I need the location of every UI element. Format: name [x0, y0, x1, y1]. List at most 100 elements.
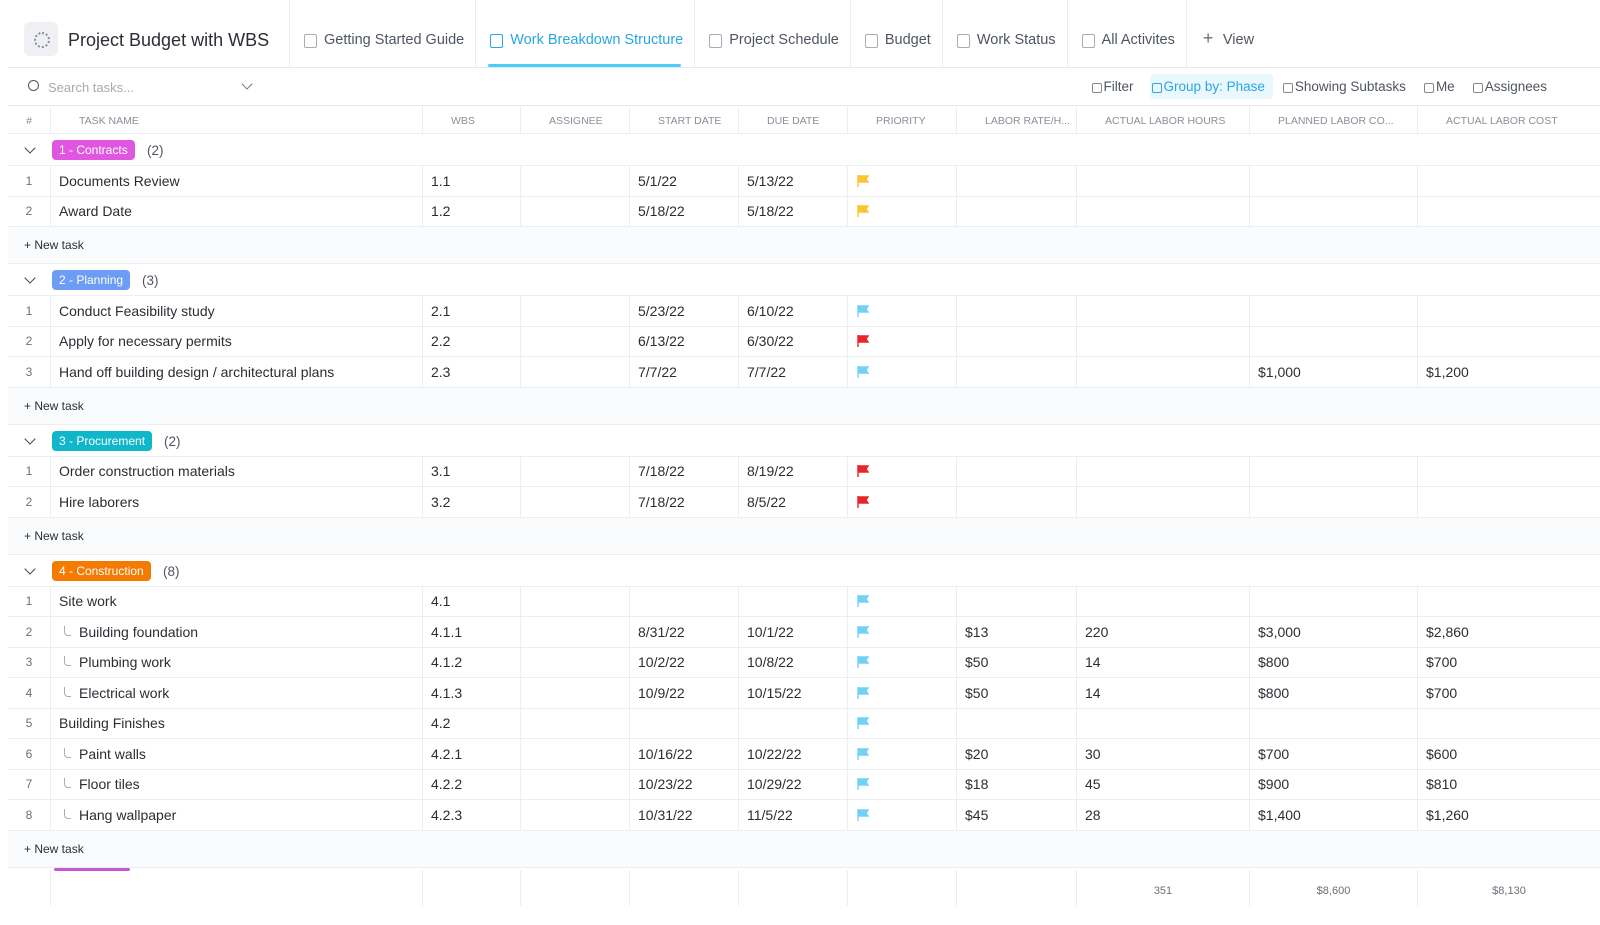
assignees-button[interactable]: Assignees: [1471, 74, 1555, 99]
priority-flag[interactable]: [856, 777, 870, 791]
space-icon[interactable]: [24, 22, 58, 56]
cell: $600: [1418, 739, 1600, 769]
task-name[interactable]: Hire laborers: [59, 493, 140, 510]
priority-flag[interactable]: [856, 594, 870, 608]
cell: $8,130: [1418, 870, 1600, 906]
task-name[interactable]: Building Finishes: [59, 715, 165, 732]
priority-flag[interactable]: [856, 304, 870, 318]
add-view-button[interactable]: View: [1185, 0, 1266, 67]
collapse-chevron[interactable]: [24, 272, 36, 284]
priority-flag[interactable]: [856, 686, 870, 700]
view-tab[interactable]: Getting Started Guide: [289, 0, 476, 67]
cell: [1250, 326, 1418, 356]
cell: 11/5/22: [739, 800, 848, 830]
new-task-button[interactable]: + New task: [8, 227, 1600, 264]
task-row[interactable]: 1 Order construction materials 3.1 7/18/22 8…: [8, 456, 1600, 487]
priority-flag[interactable]: [856, 808, 870, 822]
cell-text: 10/22/22: [747, 745, 802, 762]
task-name[interactable]: Floor tiles: [64, 776, 140, 792]
priority-flag[interactable]: [856, 365, 870, 379]
task-row[interactable]: 1 Conduct Feasibility study 2.1 5/23/22 6/10…: [8, 296, 1600, 327]
task-row[interactable]: 1 Site work 4.1: [8, 586, 1600, 617]
task-row[interactable]: 1 Documents Review 1.1 5/1/22 5/13/22: [8, 166, 1600, 197]
task-row[interactable]: 3 Hand off building design / architectura…: [8, 357, 1600, 388]
cell: 3: [8, 357, 51, 387]
cell-text: $600: [1426, 745, 1458, 762]
task-name[interactable]: Award Date: [59, 203, 132, 220]
collapse-chevron[interactable]: [24, 432, 36, 445]
priority-flag[interactable]: [856, 204, 870, 218]
cell: [521, 800, 630, 830]
search-input[interactable]: Search tasks...: [48, 80, 134, 95]
task-name[interactable]: Order construction materials: [59, 463, 235, 480]
cell: [1250, 166, 1418, 196]
cell-text: $900: [1258, 776, 1290, 793]
priority-flag[interactable]: [856, 464, 870, 478]
task-name[interactable]: Documents Review: [59, 172, 180, 189]
cell: 6/13/22: [630, 326, 739, 356]
priority-flag[interactable]: [856, 747, 870, 761]
task-row[interactable]: 7 Floor tiles 4.2.2 10/23/22 10/29/22 $18 45 $9…: [8, 769, 1600, 800]
new-task-button[interactable]: + New task: [8, 830, 1600, 868]
priority-flag[interactable]: [856, 495, 870, 509]
task-row[interactable]: 5 Building Finishes 4.2: [8, 708, 1600, 739]
priority-flag[interactable]: [856, 625, 870, 639]
filter-button[interactable]: Filter: [1090, 74, 1142, 99]
task-row[interactable]: 2 Apply for necessary permits 2.2 6/13/22 6/…: [8, 326, 1600, 357]
task-row[interactable]: 3 Plumbing work 4.1.2 10/2/22 10/8/22 $50 14 $8…: [8, 647, 1600, 678]
priority-flag[interactable]: [856, 655, 870, 669]
cell: 1: [8, 586, 51, 616]
task-row[interactable]: 4 Electrical work 4.1.3 10/9/22 10/15/22 $50 1…: [8, 678, 1600, 709]
cell: [1418, 327, 1600, 357]
cell-text: 10/29/22: [747, 776, 802, 793]
view-tab[interactable]: Project Schedule: [694, 0, 851, 67]
cell-text: 2: [25, 624, 33, 639]
header-row: # TASK NAME WBS ASSIGNEE START DATE DUE DATE P…: [8, 105, 1600, 134]
priority-flag[interactable]: [856, 174, 870, 188]
cell-text: 4.2.3: [431, 806, 463, 823]
group-header[interactable]: 1 - Contracts (2): [8, 134, 1600, 166]
task-row[interactable]: 2 Hire laborers 3.2 7/18/22 8/5/22: [8, 487, 1600, 518]
cell: [1250, 487, 1418, 517]
group-header[interactable]: 3 - Procurement (2): [8, 425, 1600, 457]
task-name[interactable]: Electrical work: [63, 685, 169, 701]
subtasks-button[interactable]: Showing Subtasks: [1281, 74, 1414, 99]
cell: $810: [1418, 770, 1600, 800]
task-name[interactable]: Hand off building design / architectural…: [59, 363, 335, 380]
task-name[interactable]: Hang wallpaper: [63, 807, 176, 823]
cell: 30: [1077, 739, 1250, 769]
cell: [630, 869, 739, 906]
task-name[interactable]: Paint walls: [64, 746, 146, 762]
me-button[interactable]: Me: [1422, 74, 1463, 99]
group-header[interactable]: 4 - Construction (8): [8, 555, 1600, 587]
view-tab[interactable]: All Activites: [1066, 0, 1187, 67]
search-dropdown[interactable]: [241, 78, 253, 90]
view-tab[interactable]: Work Status: [941, 0, 1068, 67]
priority-flag[interactable]: [856, 716, 870, 730]
collapse-chevron[interactable]: [24, 562, 36, 575]
group-header[interactable]: 2 - Planning (3): [8, 264, 1600, 296]
task-name[interactable]: Apply for necessary permits: [59, 333, 232, 350]
task-row[interactable]: 2 Award Date 1.2 5/18/22 5/18/22: [8, 196, 1600, 227]
cell: 10/31/22: [630, 800, 739, 830]
view-tab[interactable]: Work Breakdown Structure: [475, 0, 695, 67]
task-row[interactable]: 2 Building foundation 4.1.1 8/31/22 10/1/22 $…: [8, 617, 1600, 648]
cell: 4.1.2: [423, 647, 521, 677]
task-row[interactable]: 8 Hang wallpaper 4.2.3 10/31/22 11/5/22 $45 28…: [8, 800, 1600, 831]
new-task-button[interactable]: + New task: [8, 387, 1600, 425]
task-name[interactable]: Plumbing work: [64, 654, 171, 670]
task-name[interactable]: Building foundation: [63, 624, 198, 640]
group-by-button[interactable]: Group by: Phase: [1149, 74, 1273, 99]
task-name[interactable]: Conduct Feasibility study: [59, 302, 215, 319]
cell-text: 2.2: [431, 333, 451, 350]
cell-text: 220: [1085, 623, 1109, 640]
view-tab[interactable]: Budget: [849, 0, 943, 67]
cell: [1418, 587, 1600, 617]
task-name[interactable]: Site work: [59, 593, 117, 610]
task-table: # TASK NAME WBS ASSIGNEE START DATE DUE DATE P…: [8, 105, 1600, 906]
task-row[interactable]: 6 Paint walls 4.2.1 10/16/22 10/22/22 $20 30 $7…: [8, 739, 1600, 770]
collapse-chevron[interactable]: [24, 142, 36, 154]
new-task-button[interactable]: + New task: [8, 517, 1600, 555]
priority-flag[interactable]: [856, 334, 870, 348]
cell-text: 10/16/22: [638, 745, 693, 762]
